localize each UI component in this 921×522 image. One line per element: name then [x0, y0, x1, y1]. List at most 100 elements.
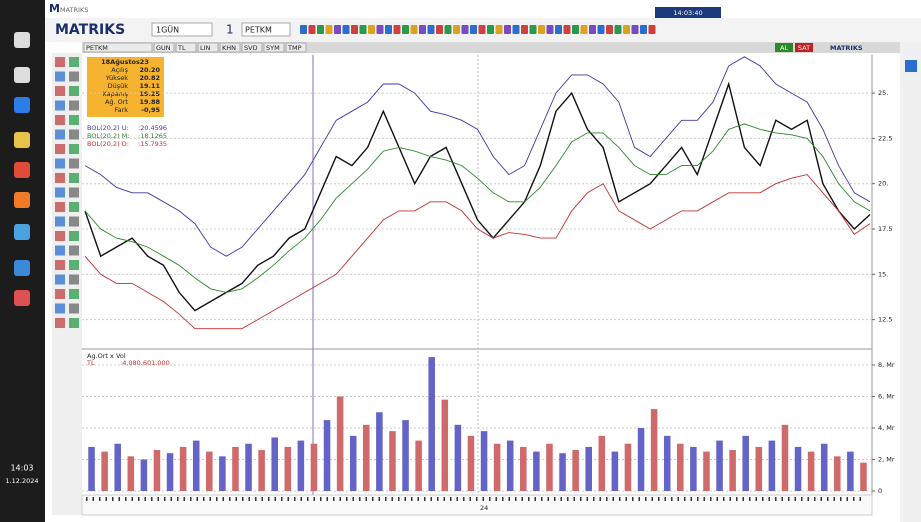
toolbar-icon[interactable]	[461, 25, 469, 34]
taskbar-icon[interactable]	[14, 290, 30, 306]
toolbar-icon[interactable]	[589, 25, 596, 34]
tab[interactable]	[285, 42, 307, 53]
trade-button[interactable]	[795, 43, 813, 52]
tool-icon[interactable]	[55, 245, 65, 256]
toolbar-icon[interactable]	[580, 25, 588, 34]
toolbar-icon[interactable]	[572, 25, 579, 34]
toolbar-icon[interactable]	[538, 25, 545, 34]
toolbar-icon[interactable]	[640, 25, 647, 34]
toolbar-icon[interactable]	[504, 25, 511, 34]
toolbar-icon[interactable]	[470, 25, 477, 34]
toolbar-icon[interactable]	[529, 25, 537, 34]
tab[interactable]	[83, 42, 153, 53]
taskbar-icon[interactable]	[14, 162, 30, 178]
toolbar-icon[interactable]	[631, 25, 639, 34]
tool-icon[interactable]	[69, 100, 79, 111]
toolbar-icon[interactable]	[351, 25, 358, 34]
taskbar-icon[interactable]	[14, 132, 30, 148]
toolbar-icon[interactable]	[614, 25, 622, 34]
tool-icon[interactable]	[69, 202, 79, 212]
tool-icon[interactable]	[55, 129, 65, 140]
tab[interactable]	[241, 42, 263, 53]
tool-icon[interactable]	[69, 260, 79, 270]
toolbar-icon[interactable]	[342, 25, 350, 34]
tool-icon[interactable]	[55, 187, 65, 198]
tool-icon[interactable]	[69, 303, 79, 314]
tool-icon[interactable]	[69, 274, 79, 285]
taskbar-icon[interactable]	[14, 192, 30, 208]
tool-icon[interactable]	[55, 318, 65, 328]
trade-button[interactable]	[775, 43, 793, 52]
toolbar-icon[interactable]	[521, 25, 528, 34]
tool-icon[interactable]	[55, 231, 65, 241]
tool-icon[interactable]	[69, 115, 79, 125]
toolbar-icon[interactable]	[385, 25, 392, 34]
side-arrow[interactable]	[905, 60, 917, 72]
toolbar-icon[interactable]	[606, 25, 613, 34]
tool-icon[interactable]	[55, 202, 65, 212]
toolbar-icon[interactable]	[648, 25, 656, 34]
toolbar-icon[interactable]	[623, 25, 630, 34]
toolbar-icon[interactable]	[453, 25, 460, 34]
tab[interactable]	[263, 42, 285, 53]
tool-icon[interactable]	[69, 57, 79, 67]
toolbar-icon[interactable]	[368, 25, 375, 34]
toolbar-icon[interactable]	[419, 25, 426, 34]
tool-icon[interactable]	[55, 71, 65, 82]
tab[interactable]	[219, 42, 241, 53]
tab[interactable]	[175, 42, 197, 53]
toolbar-icon[interactable]	[359, 25, 367, 34]
tool-icon[interactable]	[69, 289, 79, 299]
tool-icon[interactable]	[69, 158, 79, 169]
tool-icon[interactable]	[69, 86, 79, 96]
taskbar-icon[interactable]	[14, 260, 30, 276]
toolbar-icon[interactable]	[546, 25, 554, 34]
tool-icon[interactable]	[69, 144, 79, 154]
toolbar-icon[interactable]	[444, 25, 452, 34]
tab[interactable]	[153, 42, 175, 53]
tool-icon[interactable]	[69, 129, 79, 140]
tool-icon[interactable]	[69, 173, 79, 183]
toolbar-icon[interactable]	[325, 25, 333, 34]
tool-icon[interactable]	[55, 158, 65, 169]
taskbar-icon[interactable]	[14, 97, 30, 113]
toolbar-icon[interactable]	[393, 25, 401, 34]
toolbar-icon[interactable]	[376, 25, 384, 34]
tool-icon[interactable]	[55, 144, 65, 154]
toolbar-icon[interactable]	[555, 25, 562, 34]
tool-icon[interactable]	[69, 318, 79, 328]
tool-icon[interactable]	[55, 289, 65, 299]
toolbar-icon[interactable]	[300, 25, 307, 34]
toolbar-icon[interactable]	[436, 25, 443, 34]
toolbar-icon[interactable]	[478, 25, 486, 34]
toolbar-icon[interactable]	[563, 25, 571, 34]
tool-icon[interactable]	[55, 260, 65, 270]
toolbar-icon[interactable]	[487, 25, 494, 34]
tab[interactable]	[197, 42, 219, 53]
tool-icon[interactable]	[69, 71, 79, 82]
taskbar-icon[interactable]	[14, 67, 30, 83]
tool-icon[interactable]	[69, 216, 79, 227]
toolbar-icon[interactable]	[427, 25, 435, 34]
symbol-select[interactable]	[241, 22, 291, 37]
toolbar-icon[interactable]	[308, 25, 316, 34]
tool-icon[interactable]	[55, 173, 65, 183]
tool-icon[interactable]	[69, 231, 79, 241]
tool-icon[interactable]	[55, 100, 65, 111]
toolbar-icon[interactable]	[495, 25, 503, 34]
tool-icon[interactable]	[55, 115, 65, 125]
tool-icon[interactable]	[69, 245, 79, 256]
toolbar-icon[interactable]	[317, 25, 324, 34]
tool-icon[interactable]	[55, 303, 65, 314]
toolbar-icon[interactable]	[597, 25, 605, 34]
taskbar-icon[interactable]	[14, 224, 30, 240]
toolbar-icon[interactable]	[334, 25, 341, 34]
toolbar-icon[interactable]	[402, 25, 409, 34]
tool-icon[interactable]	[55, 86, 65, 96]
tool-icon[interactable]	[69, 187, 79, 198]
toolbar-icon[interactable]	[512, 25, 520, 34]
tool-icon[interactable]	[55, 274, 65, 285]
period-select[interactable]	[151, 22, 213, 37]
toolbar-icon[interactable]	[410, 25, 418, 34]
tool-icon[interactable]	[55, 216, 65, 227]
